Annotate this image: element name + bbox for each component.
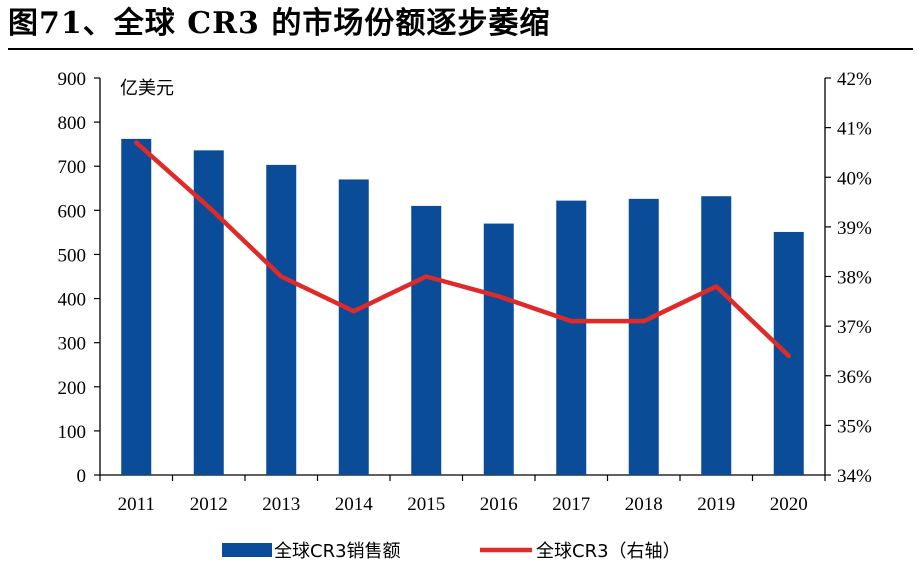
right-tick-label: 41% (837, 119, 872, 140)
left-tick-label: 600 (58, 201, 87, 222)
right-tick-label: 36% (837, 367, 872, 388)
title-underline (8, 48, 913, 50)
x-tick-label: 2019 (697, 494, 735, 515)
x-tick-label: 2011 (118, 494, 155, 515)
left-tick-label: 200 (58, 378, 87, 399)
x-tick-label: 2018 (625, 494, 663, 515)
right-tick-label: 38% (837, 268, 872, 289)
left-tick-label: 100 (58, 422, 87, 443)
x-tick-label: 2013 (262, 494, 300, 515)
cr3-share-line (134, 140, 791, 359)
bar-series (121, 138, 804, 475)
left-tick-label: 800 (58, 113, 87, 134)
x-tick-label: 2016 (480, 494, 518, 515)
chart-title: 图71、全球 CR3 的市场份额逐步萎缩 (8, 6, 551, 41)
bar (701, 196, 732, 475)
right-tick-label: 42% (837, 69, 872, 90)
legend-bar-label: 全球CR3销售额 (274, 541, 401, 562)
bar (556, 200, 587, 475)
x-tick-label: 2014 (335, 494, 374, 515)
legend-bar-swatch (222, 543, 272, 557)
x-tick-label: 2017 (552, 494, 590, 515)
unit-label: 亿美元 (120, 78, 174, 99)
x-tick-label: 2012 (190, 494, 228, 515)
x-tick-label: 2020 (770, 494, 808, 515)
left-tick-label: 500 (58, 245, 87, 266)
bar (483, 223, 514, 475)
bar (121, 138, 152, 475)
right-tick-label: 35% (837, 416, 872, 437)
right-tick-label: 37% (837, 317, 872, 338)
left-tick-label: 300 (58, 334, 87, 355)
left-tick-label: 400 (58, 290, 87, 311)
right-tick-label: 34% (837, 466, 872, 487)
bar (411, 205, 442, 475)
left-tick-label: 700 (58, 157, 87, 178)
bar (338, 179, 369, 475)
tick-labels: 0 100 200 300 400 500 600 700 800 900 34% 35% 36% 37%… (58, 69, 873, 515)
bar (266, 164, 297, 475)
bar (628, 198, 659, 475)
right-tick-label: 39% (837, 218, 872, 239)
left-tick-label: 900 (58, 69, 87, 90)
left-tick-label: 0 (77, 466, 87, 487)
line-series (134, 140, 791, 359)
legend: 全球CR3销售额 全球CR3（右轴） (222, 541, 681, 562)
x-tick-label: 2015 (407, 494, 445, 515)
legend-line-label: 全球CR3（右轴） (536, 541, 681, 562)
right-tick-label: 40% (837, 168, 872, 189)
